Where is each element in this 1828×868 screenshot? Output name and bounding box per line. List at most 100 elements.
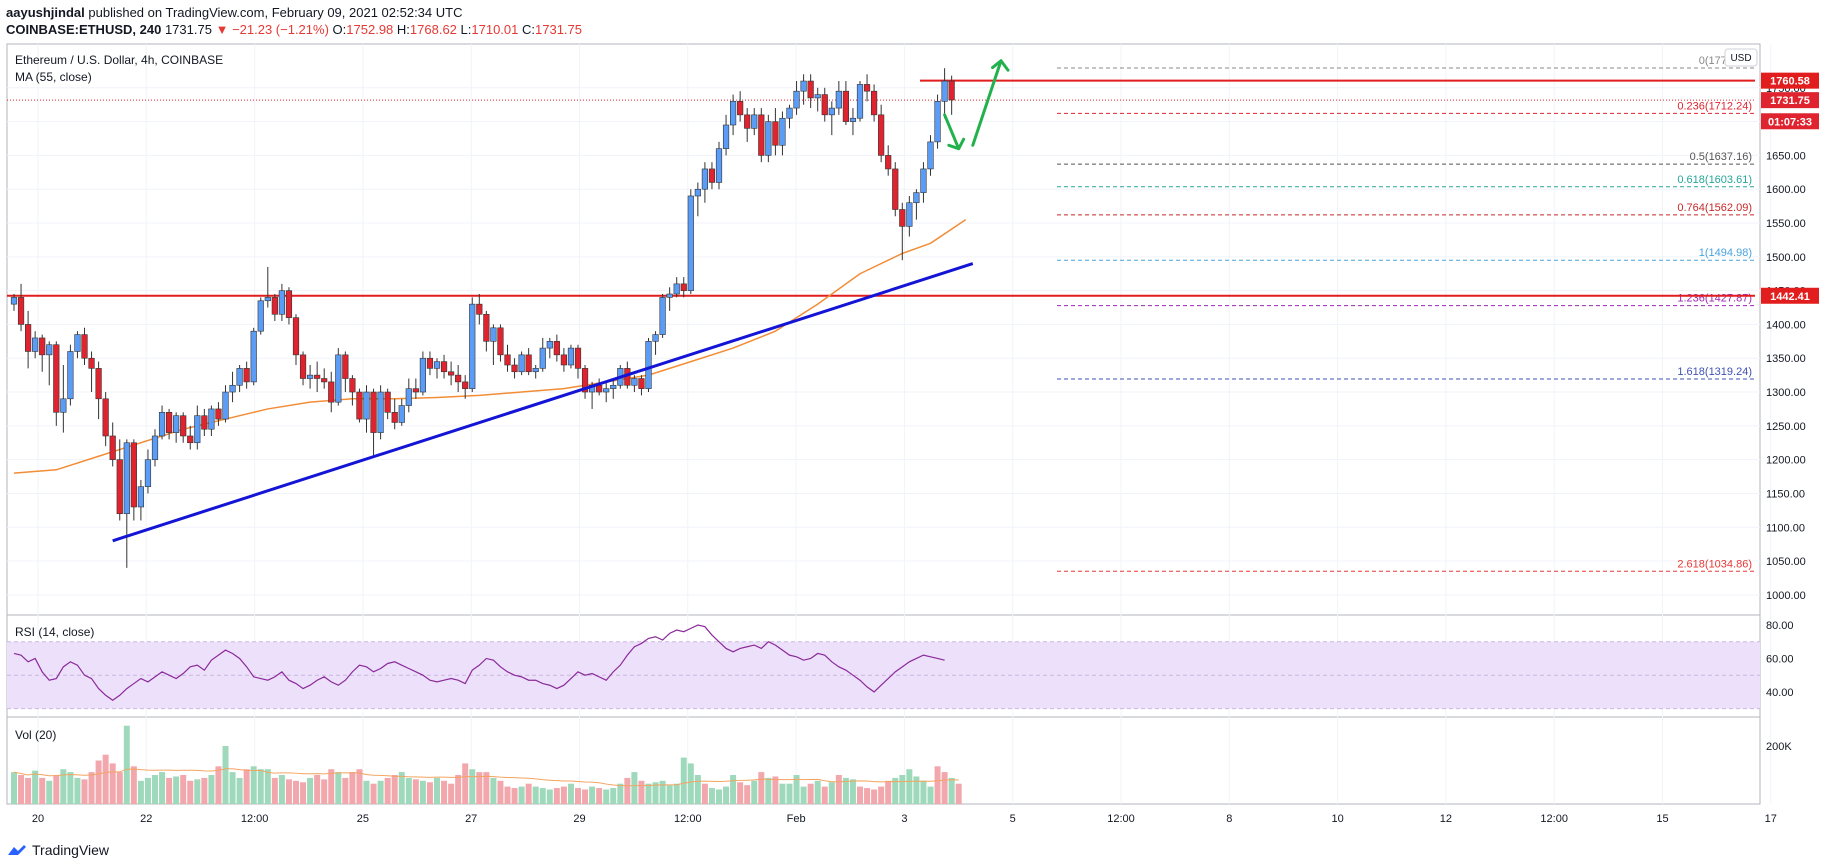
time-tick-label: 12:00 [1540,813,1568,825]
volume-bar [321,779,328,804]
price-tick-label: 1050.00 [1766,556,1806,568]
candle-body [215,408,222,420]
volume-bar [88,772,95,804]
candle-body [264,297,271,302]
candle-body [194,415,201,444]
candle-body [166,412,173,433]
volume-bar [955,783,962,804]
high-label: H: [396,22,410,37]
up-arrow-head [991,59,1010,72]
volume-bar [377,780,384,804]
candle-body [751,114,758,129]
usd-button[interactable]: USD [1724,48,1758,67]
candles [10,68,955,568]
tradingview-logo-icon [8,845,26,855]
candle-body [610,384,617,389]
volume-bar [758,772,765,804]
usd-label[interactable]: USD [1730,53,1751,64]
volume-bar [871,789,878,804]
brand-name[interactable]: TradingView [32,842,110,858]
candle-body [377,391,384,433]
price-tick-label: 1150.00 [1766,488,1805,500]
candle-body [130,442,137,508]
candle-body [447,371,455,376]
candle-body [511,364,518,373]
price-tick-label: 1650.00 [1766,150,1806,162]
price-tick-label: 1350.00 [1766,353,1806,365]
volume-bar [525,783,532,804]
volume-bar [74,777,81,804]
volume-bar [335,772,342,804]
volume-bar [532,786,539,804]
symbol-name: COINBASE:ETHUSD, 240 [6,22,162,37]
candle-body [201,415,208,430]
candle-body [257,300,264,332]
candle-body [673,283,680,295]
volume-bar [779,783,786,804]
candle-body [342,354,349,379]
volume-bar [490,777,497,804]
volume-bar [948,777,955,804]
price-tick-label: 1400.00 [1766,319,1806,331]
volume-bar [814,780,821,804]
candle-body [455,374,462,383]
volume-bar [384,777,391,804]
volume-bar [236,777,243,804]
candle-body [849,117,857,122]
candle-body [321,378,328,383]
volume-bar [264,769,271,804]
volume-bar [18,775,25,804]
volume-bar [899,775,906,804]
volume-bar [857,786,863,804]
volume-bar [469,769,476,804]
open-value: 1752.98 [346,22,394,37]
volume-bar [730,775,737,804]
volume-bar [864,788,871,804]
price-tick-label: 1500.00 [1766,252,1806,264]
candle-body [779,117,786,146]
up-arrow-shaft [971,59,1003,147]
price-axis[interactable]: 1000.00 1050.00 1100.00 1150.00 1200.00 1250.… [1761,72,1819,753]
volume-bar [342,777,349,804]
volume-bar [152,775,158,804]
candle-body [892,168,899,210]
candle-body [81,334,88,359]
candle-body [173,415,180,433]
volume-bar [744,785,751,804]
candle-body [356,391,363,420]
volume-bar [434,777,440,804]
volume-bar [81,779,88,804]
candle-body [180,415,187,437]
candle-body [560,354,567,366]
candle-body [842,90,849,122]
time-axis[interactable]: 20 22 12:00 25 27 29 12:00 Feb 3 5 12:00 8 10 12 12:00… [32,813,1828,825]
open-label: O: [332,22,347,37]
time-tick-label: 29 [573,813,585,825]
arrows-layer [943,59,1010,151]
volume-bar [680,757,687,804]
volume-bar [250,766,257,804]
volume-bar [821,786,828,804]
price-label-box [1761,113,1819,130]
volume-bar [285,779,292,804]
rsi-tick-label: 40.00 [1766,687,1794,699]
candle-body [412,388,419,393]
author-name[interactable]: aayushjindal [6,5,85,20]
price-change: −21.23 (−1.21%) [232,22,329,37]
moving-average [13,219,967,474]
fib-level-label: 1.618(1319.24) [1677,366,1752,378]
volume-bar [166,777,173,804]
last-price: 1731.75 [164,22,212,37]
volume-bar [328,769,335,804]
instrument-label: Ethereum / U.S. Dollar, 4h, COINBASE [15,53,223,67]
candle-body [398,405,405,423]
candle-body [765,121,772,156]
volume-bar [441,780,448,804]
candle-body [250,330,257,383]
candle-body [370,391,377,433]
volume-bar [617,783,624,804]
volume-bar [476,772,483,804]
candle-body [236,368,243,386]
volume-bar [589,786,596,804]
